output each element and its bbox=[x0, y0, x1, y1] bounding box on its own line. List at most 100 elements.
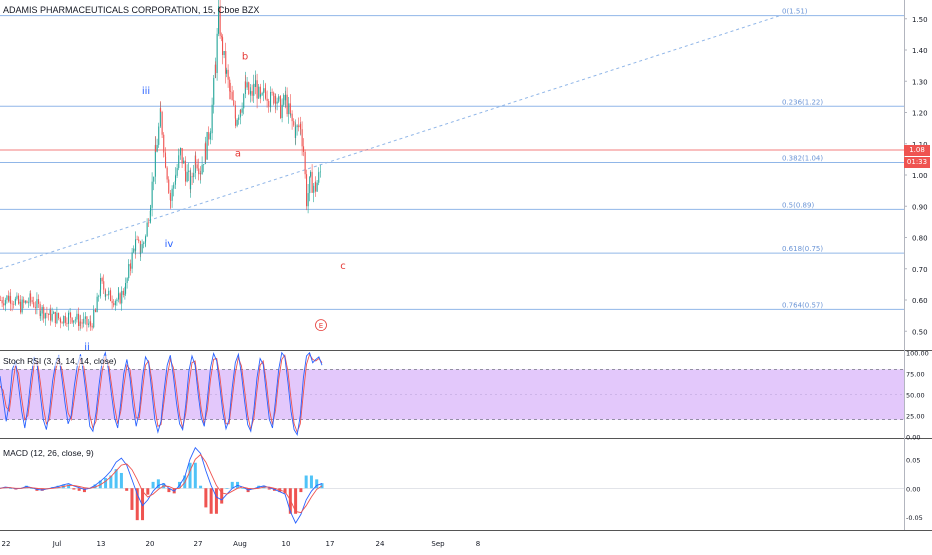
macd-histogram-bar bbox=[109, 475, 113, 489]
candle-body bbox=[151, 181, 153, 208]
candle-body bbox=[211, 104, 213, 134]
macd-histogram-bar bbox=[77, 488, 81, 491]
candle-body bbox=[316, 182, 318, 192]
candle-body bbox=[30, 293, 32, 301]
x-tick-label: 17 bbox=[326, 540, 335, 548]
candle-body bbox=[298, 125, 300, 128]
candle-body bbox=[285, 94, 287, 101]
candle-body bbox=[53, 311, 55, 314]
macd-histogram-bar bbox=[135, 488, 139, 521]
y-tick-label: 1.20 bbox=[912, 110, 928, 118]
candle-body bbox=[255, 80, 257, 87]
candle-body bbox=[138, 239, 140, 242]
fib-level-label: 0.618(0.75) bbox=[782, 245, 823, 253]
fib-level-label: 0.382(1.04) bbox=[782, 155, 823, 163]
candle-body bbox=[227, 69, 229, 80]
wave-label: E bbox=[319, 322, 323, 330]
wave-label: b bbox=[242, 51, 248, 62]
stoch-series-line bbox=[0, 353, 323, 434]
candle-body bbox=[191, 176, 193, 178]
macd-histogram-bar bbox=[315, 479, 319, 489]
candle-body bbox=[288, 103, 290, 115]
candle-body bbox=[83, 318, 85, 324]
wave-label: ii bbox=[84, 342, 90, 353]
y-tick-label: 1.00 bbox=[912, 172, 928, 180]
candle-body bbox=[208, 132, 210, 140]
candle-body bbox=[40, 313, 42, 316]
candle-body bbox=[286, 94, 288, 115]
macd-histogram-bar bbox=[146, 488, 150, 495]
candle-body bbox=[225, 51, 227, 74]
candle-body bbox=[86, 316, 88, 325]
candle-body bbox=[33, 302, 35, 307]
candle-body bbox=[70, 312, 72, 318]
last-price-badge: 1.08 bbox=[904, 145, 930, 156]
candle-body bbox=[110, 290, 112, 302]
candle-body bbox=[154, 145, 156, 177]
candle-body bbox=[99, 289, 101, 297]
candle-body bbox=[271, 91, 273, 93]
candle-body bbox=[195, 155, 197, 165]
candle-body bbox=[250, 91, 252, 94]
candle-body bbox=[171, 188, 173, 201]
candle-body bbox=[200, 173, 202, 174]
y-tick-label: 0.80 bbox=[912, 235, 928, 243]
candle-body bbox=[100, 278, 102, 290]
candle-body bbox=[183, 160, 185, 164]
x-tick-label: Jul bbox=[52, 540, 62, 548]
candle-body bbox=[163, 134, 165, 153]
stoch-y-tick: 100.00 bbox=[906, 350, 929, 358]
y-tick-label: 1.10 bbox=[912, 141, 928, 149]
candle-body bbox=[48, 314, 50, 315]
candle-body bbox=[186, 171, 188, 182]
fib-level-label: 0.5(0.89) bbox=[782, 201, 814, 209]
candle-body bbox=[96, 296, 98, 313]
macd-histogram-bar bbox=[167, 488, 171, 493]
candle-body bbox=[153, 176, 155, 182]
stoch-series-line bbox=[0, 351, 323, 436]
y-tick-label: 1.50 bbox=[912, 16, 928, 24]
macd-histogram-bar bbox=[24, 485, 28, 489]
macd-histogram-bar bbox=[93, 484, 97, 489]
candle-body bbox=[176, 168, 178, 176]
candle-body bbox=[259, 86, 261, 97]
macd-histogram-bar bbox=[199, 485, 203, 489]
stoch-rsi-label: Stoch RSI (3, 3, 14, 14, close) bbox=[3, 356, 117, 366]
candle-body bbox=[168, 179, 170, 193]
candle-body bbox=[71, 317, 73, 323]
candle-body bbox=[266, 98, 268, 101]
candle-body bbox=[236, 119, 238, 126]
candle-body bbox=[90, 321, 92, 326]
y-tick-label: 0.50 bbox=[912, 328, 928, 336]
stoch-y-tick: 75.00 bbox=[906, 371, 925, 379]
macd-histogram-bar bbox=[283, 488, 287, 494]
candle-body bbox=[293, 121, 295, 126]
x-tick-label: 22 bbox=[2, 540, 11, 548]
countdown-badge: 01:33 bbox=[904, 157, 930, 168]
macd-histogram-bar bbox=[156, 479, 160, 489]
candle-body bbox=[306, 174, 308, 207]
macd-histogram-bar bbox=[114, 469, 118, 489]
candle-body bbox=[248, 82, 250, 94]
candle-body bbox=[188, 170, 190, 172]
wave-label: a bbox=[235, 148, 241, 159]
candle-body bbox=[106, 294, 108, 296]
candle-body bbox=[3, 303, 5, 306]
candle-body bbox=[158, 126, 160, 145]
candle-body bbox=[273, 92, 275, 104]
candle-body bbox=[238, 117, 240, 120]
candle-body bbox=[105, 294, 107, 297]
candle-body bbox=[253, 83, 255, 96]
candle-body bbox=[88, 323, 90, 325]
candle-body bbox=[156, 144, 158, 152]
candle-body bbox=[118, 293, 120, 295]
candle-body bbox=[261, 93, 263, 95]
x-tick-label: 24 bbox=[376, 540, 385, 548]
candle-body bbox=[295, 127, 297, 138]
candle-body bbox=[26, 300, 28, 303]
candle-body bbox=[130, 266, 132, 269]
candle-body bbox=[190, 176, 192, 190]
candle-body bbox=[209, 133, 211, 140]
macd-histogram-bar bbox=[299, 488, 303, 493]
